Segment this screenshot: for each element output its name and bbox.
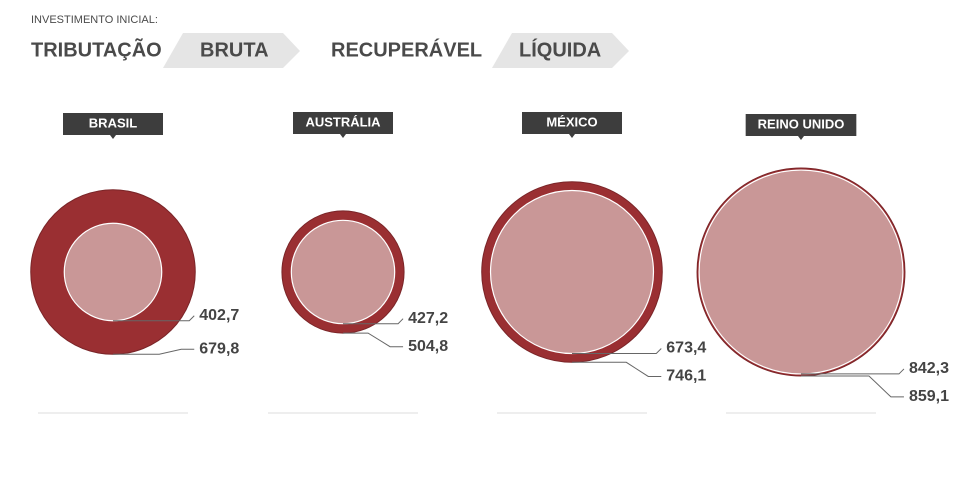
- leader-line: [113, 315, 195, 322]
- value-label: 402,7: [199, 307, 239, 324]
- country-tag: [522, 112, 622, 134]
- tag-pointer: [569, 134, 575, 138]
- tag-pointer: [110, 135, 116, 139]
- value-label: 427,2: [408, 310, 448, 327]
- subtitle: INVESTIMENTO INICIAL:: [31, 14, 158, 26]
- leader-line: [801, 368, 905, 375]
- inner-circle: [63, 222, 163, 322]
- country-label: REINO UNIDO: [758, 116, 845, 131]
- leader-line: [343, 318, 404, 325]
- country-tag: [63, 113, 163, 135]
- leader-line: [801, 375, 904, 398]
- leader-line: [343, 332, 404, 348]
- tag-pointer: [340, 134, 346, 138]
- value-label: 504,8: [408, 338, 448, 355]
- inner-circle: [698, 169, 904, 375]
- inner-circle: [489, 189, 655, 355]
- country-tag: [745, 114, 857, 136]
- header-text: TRIBUTAÇÃO: [31, 38, 162, 61]
- country-label: BRASIL: [89, 115, 137, 130]
- header-text: RECUPERÁVEL: [331, 38, 482, 61]
- value-label: 673,4: [666, 340, 706, 357]
- value-label: 859,1: [909, 388, 949, 405]
- tab-bg: [492, 33, 629, 68]
- inner-circle: [290, 219, 396, 325]
- legend-entry[interactable]: LÍQUIDA: [519, 38, 601, 61]
- value-label: 842,3: [909, 360, 949, 377]
- value-label: 679,8: [199, 340, 239, 357]
- value-label: 746,1: [666, 368, 706, 385]
- leader-line: [113, 348, 195, 355]
- legend-entry[interactable]: BRUTA: [200, 39, 269, 61]
- tag-pointer: [798, 136, 804, 140]
- leader-line: [572, 361, 662, 377]
- country-label: AUSTRÁLIA: [305, 114, 381, 129]
- tab-bg: [163, 33, 300, 68]
- country-label: MÉXICO: [546, 114, 597, 129]
- country-tag: [293, 112, 393, 134]
- leader-line: [572, 348, 662, 354]
